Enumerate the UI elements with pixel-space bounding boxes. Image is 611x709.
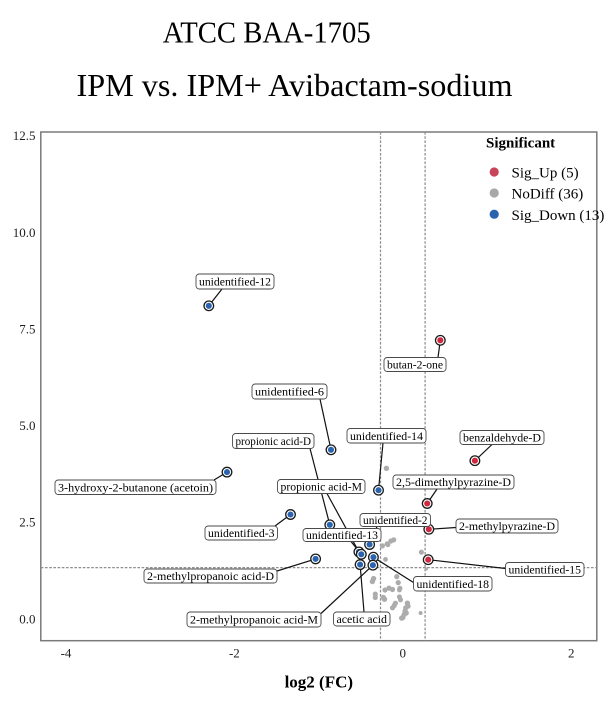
svg-text:2-methylpropanoic acid-M: 2-methylpropanoic acid-M [190,613,318,627]
svg-text:unidentified-6: unidentified-6 [255,385,324,399]
svg-text:5.0: 5.0 [19,418,35,433]
svg-text:NoDiff (36): NoDiff (36) [512,187,584,203]
svg-text:unidentified-18: unidentified-18 [417,577,490,591]
svg-text:unidentified-12: unidentified-12 [199,275,271,289]
svg-text:unidentified-14: unidentified-14 [350,429,423,443]
svg-text:2.5: 2.5 [19,515,35,530]
svg-text:12.5: 12.5 [13,128,36,143]
svg-text:2-methylpropanoic acid-D: 2-methylpropanoic acid-D [147,569,274,583]
svg-text:-4: -4 [61,646,72,661]
svg-text:3-hydroxy-2-butanone (acetoin): 3-hydroxy-2-butanone (acetoin) [58,480,213,494]
svg-text:-2: -2 [229,646,240,661]
svg-text:2,5-dimethylpyrazine-D: 2,5-dimethylpyrazine-D [396,475,511,489]
svg-text:butan-2-one: butan-2-one [387,358,443,372]
svg-text:log2 (FC): log2 (FC) [285,673,353,692]
svg-text:unidentified-13: unidentified-13 [306,528,378,542]
svg-text:propionic acid-M: propionic acid-M [281,480,363,494]
svg-text:0.0: 0.0 [19,611,35,626]
svg-text:IPM vs. IPM+ Avibactam-sodium: IPM vs. IPM+ Avibactam-sodium [77,67,513,103]
svg-text:unidentified-2: unidentified-2 [363,513,428,527]
svg-text:Sig_Down (13): Sig_Down (13) [512,208,605,224]
svg-text:propionic acid-D: propionic acid-D [236,434,312,448]
svg-text:Significant: Significant [486,135,555,151]
svg-text:ATCC BAA-1705: ATCC BAA-1705 [163,15,371,50]
svg-text:benzaldehyde-D: benzaldehyde-D [463,431,541,445]
svg-text:7.5: 7.5 [19,321,35,336]
svg-text:0: 0 [400,646,407,661]
svg-text:10.0: 10.0 [13,225,36,240]
svg-text:unidentified-3: unidentified-3 [208,526,275,540]
svg-text:2-methylpyrazine-D: 2-methylpyrazine-D [459,519,555,533]
svg-text:2: 2 [568,646,575,661]
svg-text:Sig_Up (5): Sig_Up (5) [512,165,579,181]
svg-text:acetic acid: acetic acid [337,612,388,626]
svg-text:unidentified-15: unidentified-15 [509,563,582,577]
